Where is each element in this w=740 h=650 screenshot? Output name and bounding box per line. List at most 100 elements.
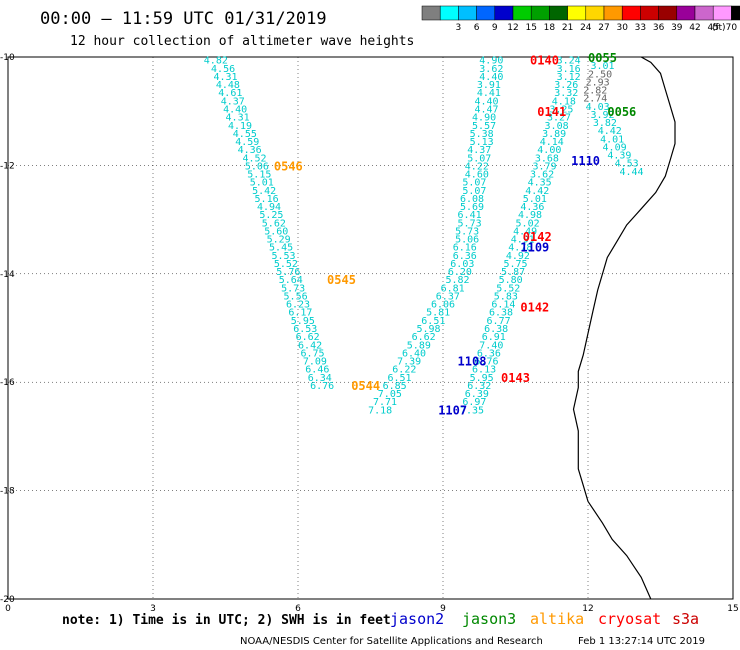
wave-height-label: 4.18: [552, 96, 576, 107]
wave-height-label: 4.90: [472, 113, 496, 124]
wave-height-label: 3.82: [593, 118, 617, 129]
wave-height-label: 5.16: [255, 194, 279, 205]
wave-height-label: 3.12: [557, 72, 581, 83]
wave-height-label: 6.23: [286, 300, 310, 311]
x-tick-label: 15: [727, 604, 738, 614]
wave-height-label: 5.98: [416, 324, 440, 335]
wave-height-label: 5.69: [460, 202, 484, 213]
track-time-label: 1110: [571, 154, 600, 168]
color-scale-label: 3: [456, 23, 462, 33]
y-tick-label: -12: [0, 161, 15, 171]
x-tick-label: 9: [440, 604, 446, 614]
axis-tick-labels: -10 -12 -14 -16 -18 -200 3 6 9 12 15: [0, 53, 739, 614]
wave-height-label: 3.01: [590, 61, 614, 72]
wave-height-label: 2.74: [583, 94, 607, 105]
color-swatch: [585, 5, 605, 21]
wave-height-label: 4.40: [474, 96, 498, 107]
mission-label-jason3: jason3: [462, 610, 516, 628]
wave-height-label: 6.20: [448, 267, 472, 278]
track-time-label: 0142: [520, 300, 549, 314]
wave-height-label: 4.36: [238, 145, 262, 156]
wave-height-label: 6.76: [474, 357, 498, 368]
wave-height-label: 5.13: [470, 137, 494, 148]
wave-height-label: 4.98: [518, 210, 542, 221]
color-swatch: [549, 5, 568, 21]
wave-height-label: 4.41: [477, 88, 501, 99]
wave-height-label: 5.07: [467, 153, 491, 164]
wave-height-label: 6.62: [412, 332, 436, 343]
wave-height-label: 7.39: [397, 357, 421, 368]
wave-height-label: 7.71: [373, 397, 397, 408]
track-time-label: 1108: [458, 355, 487, 369]
wave-height-label: 4.03: [586, 102, 610, 113]
color-swatch: [512, 5, 532, 21]
wave-height-label: 6.36: [477, 348, 501, 359]
y-tick-label: -16: [0, 378, 15, 388]
wave-height-label: 6.85: [383, 381, 407, 392]
wave-height-label: 4.91: [511, 235, 535, 246]
color-scale-label: 27: [598, 23, 609, 33]
wave-height-label: 3.89: [542, 129, 566, 140]
wave-height-label: 5.01: [523, 194, 547, 205]
wave-height-label: 5.76: [276, 267, 300, 278]
wave-height-label: 4.56: [211, 64, 235, 75]
track-time-label: 0143: [501, 371, 530, 385]
wave-height-label: 4.44: [619, 167, 643, 178]
wave-height-label: 5.75: [503, 259, 527, 270]
wave-height-label: 5.57: [472, 121, 496, 132]
wave-height-label: 5.38: [470, 129, 494, 140]
map-gridlines: [8, 57, 733, 599]
wave-height-label: 6.62: [296, 332, 320, 343]
color-scale-label: 18: [544, 23, 556, 33]
track-time-label: 0544: [351, 379, 380, 393]
track-time-label: 0056: [607, 105, 636, 119]
wave-height-label: 4.48: [216, 80, 240, 91]
wave-height-label: 4.36: [520, 202, 544, 213]
wave-height-label: 5.80: [499, 275, 523, 286]
wave-height-label: 3.68: [535, 153, 559, 164]
color-swatch: [640, 5, 659, 21]
wave-height-label: 5.01: [250, 178, 274, 189]
wave-height-label: 5.45: [269, 243, 293, 254]
track-time-label: 1109: [520, 241, 549, 255]
wave-height-label: 5.83: [494, 291, 518, 302]
color-scale-unit: (ft): [712, 23, 726, 33]
wave-height-label: 5.64: [279, 275, 303, 286]
x-tick-label: 12: [582, 604, 593, 614]
color-swatch: [530, 5, 550, 21]
footer-credit: NOAA/NESDIS Center for Satellite Applica…: [240, 636, 543, 647]
wave-height-label: 5.42: [252, 186, 276, 197]
wave-height-label: 6.41: [458, 210, 482, 221]
wave-height-label: 4.53: [615, 159, 639, 170]
mission-label-jason2: jason2: [390, 610, 444, 628]
wave-height-label: 7.09: [303, 357, 327, 368]
wave-height-label: 4.42: [525, 186, 549, 197]
footer-note: note: 1) Time is in UTC; 2) SWH is in fe…: [62, 613, 391, 628]
wave-height-label: 2.50: [588, 69, 612, 80]
wave-height-label: 3.62: [530, 170, 554, 181]
wave-height-label: 4.40: [479, 72, 503, 83]
wave-height-label: 4.78: [508, 243, 532, 254]
y-tick-label: -20: [0, 595, 15, 605]
color-swatch: [694, 5, 714, 21]
wave-height-label: 5.73: [458, 218, 482, 229]
wave-height-label: 6.38: [489, 308, 513, 319]
wave-height-label: 4.47: [474, 104, 498, 115]
map-frame: 4.824.564.314.484.614.374.404.314.194.55…: [0, 51, 739, 614]
wave-height-label: 6.97: [462, 397, 486, 408]
color-swatch: [676, 5, 696, 21]
wave-height-label: 4.82: [204, 56, 228, 67]
wave-height-label: 3.24: [557, 56, 581, 67]
wave-height-label: 6.37: [436, 291, 460, 302]
y-tick-label: -10: [0, 53, 15, 63]
wave-height-label: 5.02: [516, 218, 540, 229]
mission-label-cryosat: cryosat: [598, 610, 661, 628]
wave-height-label: 3.26: [554, 80, 578, 91]
x-tick-label: 6: [295, 604, 301, 614]
color-swatch: [458, 5, 477, 21]
wave-height-label: 7.05: [378, 389, 402, 400]
color-swatch: [603, 5, 623, 21]
wave-height-label: 5.56: [284, 291, 308, 302]
wave-height-label: 4.42: [598, 126, 622, 137]
